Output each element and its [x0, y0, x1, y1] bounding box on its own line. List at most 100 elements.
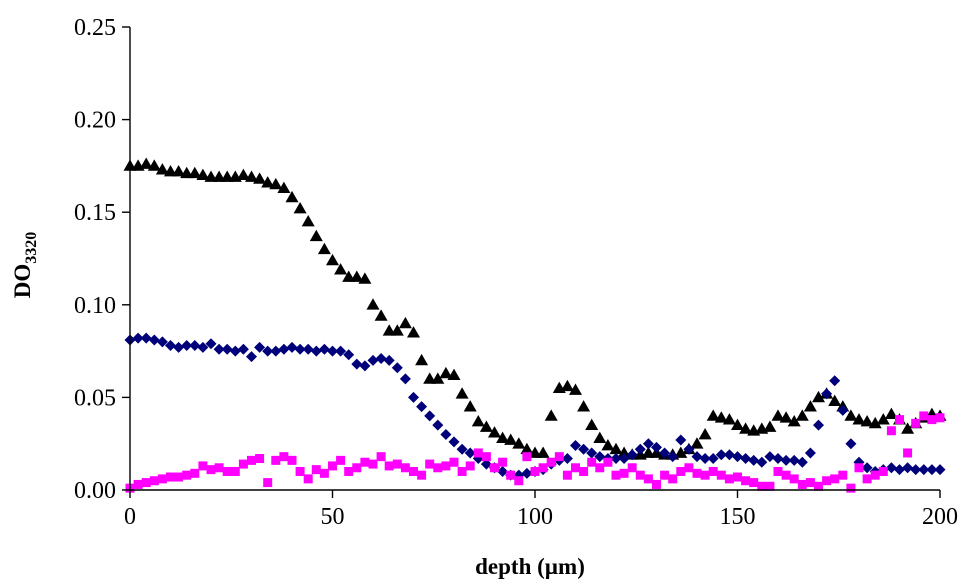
triangle-marker	[471, 414, 485, 427]
triangle-marker	[447, 368, 461, 381]
square-marker	[522, 452, 532, 462]
y-axis-title: DO3320	[10, 232, 40, 299]
diamond-marker	[262, 345, 274, 357]
diamond-marker	[173, 341, 185, 353]
square-marker	[927, 415, 937, 425]
square-marker	[765, 481, 775, 491]
square-marker	[303, 474, 313, 484]
x-tick-label: 200	[922, 504, 958, 530]
triangle-marker	[609, 442, 623, 455]
diamond-marker	[424, 410, 436, 422]
diamond-marker	[286, 341, 298, 353]
square-marker	[328, 461, 337, 471]
square-marker	[805, 478, 815, 488]
square-marker	[473, 448, 483, 458]
triangle-marker	[415, 353, 429, 366]
y-tick-label: 0.25	[74, 15, 116, 41]
diamond-marker	[351, 358, 363, 370]
square-marker	[490, 463, 499, 473]
square-marker	[206, 465, 216, 475]
diamond-marker	[894, 464, 905, 476]
square-marker	[684, 463, 694, 473]
square-marker	[255, 454, 265, 464]
square-marker	[603, 457, 613, 467]
square-marker	[838, 470, 848, 480]
square-marker	[157, 474, 167, 484]
diamond-marker	[343, 349, 355, 361]
diamond-marker	[294, 343, 306, 355]
diamond-marker	[302, 343, 314, 355]
triangle-marker	[196, 168, 210, 181]
triangle-marker	[366, 298, 380, 310]
triangle-marker	[350, 270, 364, 282]
diamond-marker	[732, 451, 743, 463]
triangle-marker	[277, 181, 291, 193]
square-marker	[660, 470, 670, 480]
diamond-marker	[885, 462, 897, 474]
diamond-marker	[456, 443, 468, 455]
triangle-marker	[706, 409, 720, 421]
diamond-marker	[796, 456, 808, 468]
data-markers	[123, 157, 947, 493]
tick-marks	[122, 26, 941, 498]
square-marker	[595, 463, 605, 473]
diamond-marker	[683, 443, 695, 455]
diamond-marker	[391, 362, 403, 374]
square-marker	[506, 470, 516, 480]
diamond-marker	[181, 340, 193, 352]
diamond-marker	[586, 447, 598, 459]
square-marker	[733, 472, 742, 482]
triangle-marker	[536, 446, 550, 458]
diamond-marker	[691, 451, 703, 463]
square-marker	[895, 415, 904, 425]
triangle-marker	[285, 190, 299, 203]
triangle-marker	[309, 229, 323, 242]
square-marker	[230, 466, 240, 476]
diamond-marker	[189, 340, 201, 352]
square-marker	[708, 466, 718, 476]
square-marker	[133, 479, 143, 489]
square-marker	[149, 476, 159, 486]
square-marker	[441, 461, 451, 471]
square-marker	[870, 470, 880, 480]
square-marker	[376, 452, 386, 462]
square-marker	[247, 455, 256, 465]
diamond-marker	[416, 401, 428, 413]
diamond-marker	[594, 451, 606, 463]
square-marker	[166, 472, 175, 482]
triangle-marker	[739, 422, 753, 434]
triangle-marker	[139, 157, 153, 169]
triangle-marker	[803, 400, 817, 412]
square-marker	[222, 466, 232, 476]
square-series	[125, 411, 945, 493]
x-tick-label: 50	[321, 504, 345, 530]
square-marker	[903, 448, 913, 458]
diamond-marker	[659, 447, 671, 459]
triangle-marker	[407, 326, 420, 338]
triangle-marker	[488, 426, 501, 438]
square-marker	[174, 472, 184, 482]
diamond-marker	[327, 345, 338, 357]
square-marker	[562, 470, 572, 480]
triangle-marker	[876, 413, 890, 425]
triangle-marker	[439, 366, 453, 379]
diamond-marker	[561, 453, 573, 465]
diamond-marker	[667, 451, 679, 463]
triangle-marker	[147, 159, 161, 171]
diamond-marker	[845, 438, 857, 450]
square-marker	[846, 483, 856, 493]
triangle-marker	[585, 418, 599, 431]
square-marker	[481, 452, 491, 462]
triangle-marker	[601, 439, 615, 451]
diamond-marker	[861, 462, 873, 474]
triangle-marker	[261, 176, 275, 188]
square-marker	[182, 470, 192, 480]
y-axis-title-subscript: 3320	[23, 232, 40, 264]
diamond-marker	[642, 438, 654, 450]
diamond-marker	[699, 453, 711, 465]
triangle-marker	[188, 166, 202, 179]
diamond-marker	[399, 373, 411, 385]
diamond-marker	[651, 441, 662, 453]
diamond-marker	[618, 453, 630, 465]
